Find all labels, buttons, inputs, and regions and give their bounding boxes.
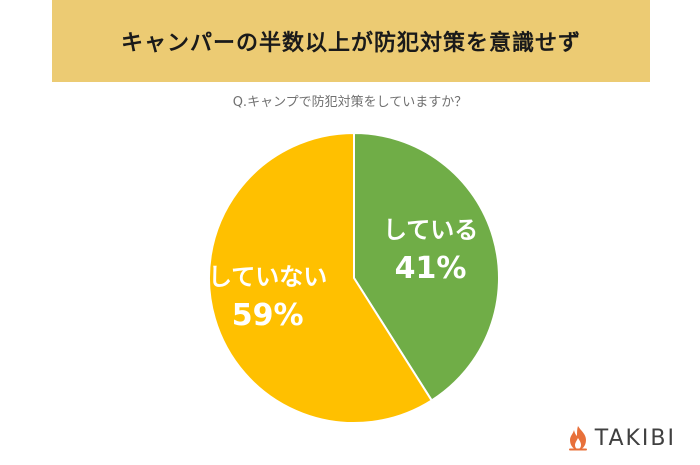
brand-name: TAKIBI [594,425,676,451]
title-banner: キャンパーの半数以上が防犯対策を意識せず [52,0,650,82]
slice-value-label-0: 41% [395,251,467,286]
slice-value-label-1: 59% [232,298,304,333]
slice-category-label-0: している [383,216,478,244]
pie-slice-1 [208,131,434,424]
slice-category-label-1: していない [208,263,327,291]
banner-title: キャンパーの半数以上が防犯対策を意識せず [120,31,581,56]
brand-logo: TAKIBI [567,425,676,451]
chart-question: Q.キャンプで防犯対策をしていますか？ [232,95,468,110]
flame-icon [568,426,587,451]
